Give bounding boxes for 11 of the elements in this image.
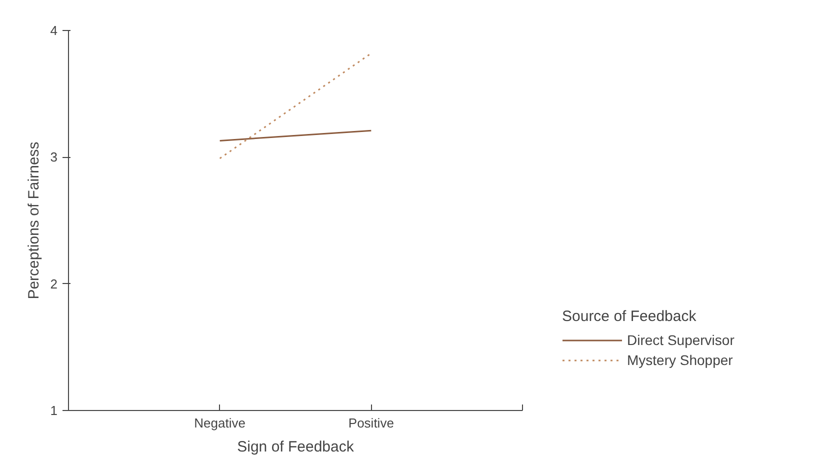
legend-label: Direct Supervisor xyxy=(627,332,734,348)
y-tick-label: 1 xyxy=(50,403,58,418)
y-axis-title: Perceptions of Fairness xyxy=(25,142,42,300)
legend-title: Source of Feedback xyxy=(562,308,698,325)
y-tick-label: 2 xyxy=(50,276,58,292)
x-tick-label: Negative xyxy=(194,416,246,430)
x-axis-title: Sign of Feedback xyxy=(237,438,354,456)
y-tick-label: 4 xyxy=(50,23,58,38)
legend-label: Mystery Shopper xyxy=(627,352,733,368)
x-tick-label: Positive xyxy=(348,416,394,430)
y-tick-label: 3 xyxy=(50,150,58,165)
